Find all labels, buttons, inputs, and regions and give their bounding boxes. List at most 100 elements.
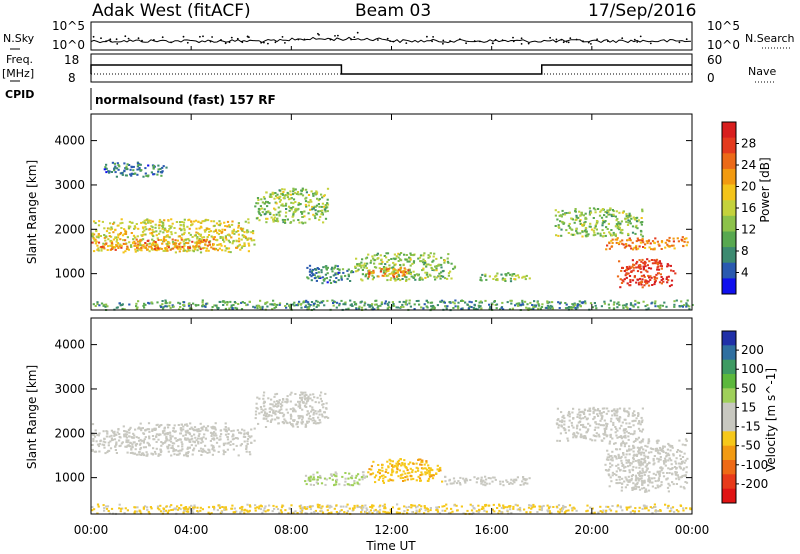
data-cell — [153, 427, 156, 430]
data-cell — [650, 302, 653, 305]
data-cell — [212, 449, 215, 452]
data-cell — [304, 200, 308, 203]
data-cell — [328, 506, 331, 509]
data-cell — [642, 262, 645, 265]
data-cell — [364, 504, 367, 507]
data-cell — [169, 248, 172, 251]
data-cell — [663, 462, 666, 465]
nsky-dot — [442, 39, 445, 42]
data-cell — [633, 275, 636, 278]
data-cell — [630, 217, 633, 220]
data-cell — [219, 512, 222, 515]
data-cell — [426, 472, 429, 475]
data-cell — [126, 163, 129, 166]
data-cell — [616, 482, 619, 485]
data-cell — [635, 262, 638, 265]
data-cell — [197, 220, 200, 223]
data-cell — [391, 460, 394, 463]
data-cell — [636, 446, 639, 449]
data-cell — [422, 258, 425, 261]
data-cell — [373, 259, 376, 262]
data-cell — [312, 473, 315, 476]
data-cell — [560, 510, 564, 513]
data-cell — [642, 274, 645, 277]
data-cell — [197, 246, 200, 249]
data-cell — [635, 417, 638, 420]
data-cell — [373, 308, 376, 311]
data-cell — [395, 511, 398, 514]
data-cell — [147, 510, 150, 513]
data-cell — [158, 508, 161, 511]
data-cell — [98, 450, 101, 453]
data-cell — [521, 276, 524, 279]
data-cell — [370, 259, 373, 262]
data-cell — [263, 197, 266, 200]
data-cell — [331, 270, 334, 273]
data-cell — [282, 197, 285, 199]
data-cell — [436, 510, 439, 513]
data-cell — [679, 504, 682, 507]
data-cell — [273, 411, 276, 414]
data-cell — [610, 229, 613, 231]
data-cell — [124, 507, 127, 510]
data-cell — [623, 246, 626, 249]
data-cell — [647, 307, 650, 310]
data-cell — [655, 273, 658, 276]
data-cell — [472, 506, 475, 509]
data-cell — [656, 442, 659, 445]
data-cell — [683, 237, 686, 240]
data-cell — [220, 244, 223, 247]
data-cell — [479, 300, 482, 303]
data-cell — [325, 415, 328, 418]
data-cell — [400, 252, 403, 254]
data-cell — [642, 438, 645, 441]
data-cell — [491, 508, 494, 511]
data-cell — [546, 300, 549, 303]
data-cell — [97, 241, 101, 244]
data-cell — [365, 475, 368, 478]
data-cell — [576, 306, 579, 309]
data-cell — [109, 222, 112, 225]
data-cell — [399, 268, 402, 271]
data-cell — [254, 504, 257, 507]
data-cell — [578, 408, 581, 411]
data-cell — [557, 301, 560, 304]
data-cell — [427, 254, 430, 257]
data-cell — [516, 304, 520, 307]
data-cell — [361, 504, 364, 507]
data-cell — [272, 504, 275, 507]
data-cell — [326, 187, 330, 190]
data-cell — [329, 504, 332, 507]
data-cell — [523, 508, 526, 511]
data-cell — [329, 276, 332, 279]
data-cell — [399, 458, 402, 461]
data-cell — [247, 221, 250, 224]
data-cell — [624, 476, 627, 479]
data-cell — [326, 210, 329, 213]
data-cell — [647, 509, 650, 512]
data-cell — [406, 511, 409, 514]
data-cell — [317, 203, 320, 205]
data-cell — [493, 300, 496, 302]
data-cell — [421, 467, 424, 470]
data-cell — [222, 304, 225, 306]
data-cell — [222, 239, 225, 241]
data-cell — [325, 267, 328, 270]
data-cell — [301, 508, 304, 511]
data-cell — [641, 239, 644, 242]
data-cell — [615, 474, 618, 477]
data-cell — [310, 410, 313, 413]
data-cell — [305, 406, 308, 408]
data-cell — [657, 272, 660, 275]
data-cell — [305, 205, 308, 208]
data-cell — [121, 303, 124, 306]
data-cell — [218, 507, 222, 509]
data-cell — [601, 407, 604, 410]
data-cell — [134, 443, 137, 446]
data-cell — [99, 246, 102, 248]
data-cell — [485, 510, 488, 513]
data-cell — [208, 451, 211, 454]
nsky-dot — [329, 38, 332, 41]
data-cell — [497, 512, 500, 515]
data-cell — [659, 265, 662, 267]
